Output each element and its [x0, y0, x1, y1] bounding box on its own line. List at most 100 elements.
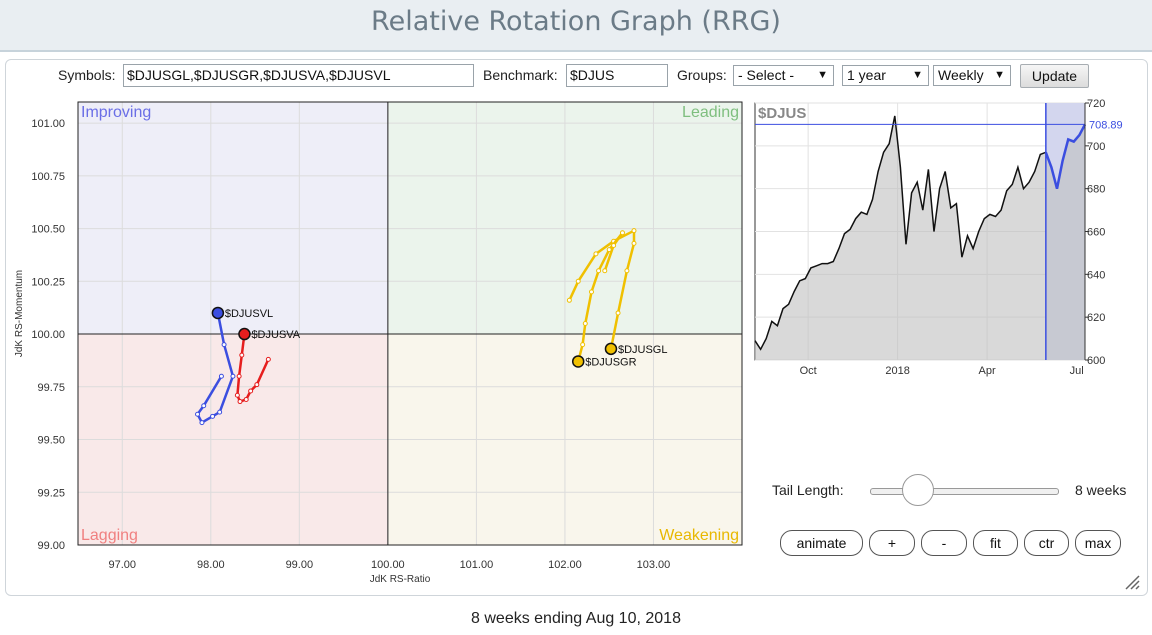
max-button[interactable]: max — [1075, 530, 1121, 556]
footer-caption: 8 weeks ending Aug 10, 2018 — [471, 610, 681, 627]
series-tail-point — [236, 373, 242, 379]
benchmark-price-line — [754, 115, 1047, 351]
tail-length-slider-handle[interactable] — [902, 474, 934, 506]
title-bar: Relative Rotation Graph (RRG) — [0, 0, 1152, 52]
chevron-down-icon: ▼ — [912, 69, 923, 81]
groups-select-value: - Select - — [738, 67, 795, 83]
fit-button[interactable]: fit — [973, 530, 1018, 556]
series-label: $DJUSGR — [585, 356, 636, 368]
series-tail-point — [199, 420, 205, 426]
period-select-value: 1 year — [847, 67, 886, 83]
quadrant-improving — [78, 102, 388, 335]
benchmark-input[interactable]: $DJUS — [566, 64, 668, 87]
y-tick-label: 100.00 — [31, 329, 65, 341]
symbols-input[interactable]: $DJUSGL,$DJUSGR,$DJUSVA,$DJUSVL — [123, 64, 474, 87]
series-tail-point — [624, 268, 630, 274]
quadrant-label-improving: Improving — [81, 104, 151, 121]
plot-border — [77, 101, 743, 546]
series-tail-point — [201, 403, 207, 409]
zoom-in-button[interactable]: + — [869, 530, 915, 556]
groups-select[interactable]: - Select - ▼ — [733, 65, 834, 86]
benchmark-area-fill — [755, 115, 1085, 361]
benchmark-y-tick-label: 600 — [1087, 355, 1105, 367]
y-tick-label: 100.50 — [31, 224, 65, 236]
zoom-out-button[interactable]: - — [921, 530, 967, 556]
groups-label: Groups: — [677, 67, 727, 83]
center-button[interactable]: ctr — [1024, 530, 1069, 556]
benchmark-title: $DJUS — [758, 105, 806, 122]
benchmark-y-tick-label: 620 — [1087, 312, 1105, 324]
series-tail-point — [248, 388, 254, 394]
x-tick-label: 98.00 — [197, 559, 225, 571]
chevron-down-icon: ▼ — [817, 69, 828, 81]
tail-length-label: Tail Length: — [772, 482, 844, 498]
benchmark-x-tick-label: 2018 — [885, 365, 909, 377]
benchmark-y-tick-label: 720 — [1087, 98, 1105, 110]
x-tick-label: 102.00 — [548, 559, 582, 571]
benchmark-y-tick-label: 700 — [1087, 141, 1105, 153]
benchmark-last-value: 708.89 — [1089, 119, 1123, 131]
quadrant-label-weakening: Weakening — [659, 527, 739, 544]
series-tail-point — [580, 342, 586, 348]
x-tick-label: 101.00 — [460, 559, 494, 571]
series-tail-point — [602, 268, 608, 274]
series-tail-point — [265, 356, 271, 362]
series-head-point — [571, 355, 585, 368]
benchmark-x-tick-label: Apr — [979, 365, 996, 377]
benchmark-y-tick-label: 640 — [1087, 269, 1105, 281]
y-tick-label: 101.00 — [31, 118, 65, 130]
y-axis-label: JdK RS-Momentum — [14, 270, 25, 357]
series-tail-point — [575, 278, 581, 284]
series-tail-point — [615, 310, 621, 316]
page-title: Relative Rotation Graph (RRG) — [371, 6, 781, 37]
benchmark-x-tick-label: Oct — [800, 365, 817, 377]
x-tick-label: 103.00 — [637, 559, 671, 571]
tail-length-slider[interactable] — [870, 488, 1059, 495]
series-tail-point — [619, 230, 625, 236]
y-tick-label: 99.50 — [37, 435, 65, 447]
series-label: $DJUSVA — [251, 329, 300, 341]
series-tail-point — [631, 240, 637, 246]
benchmark-y-tick-label: 680 — [1087, 184, 1105, 196]
series-tail-point — [254, 382, 260, 388]
benchmark-tail-line — [1044, 123, 1087, 190]
series-tail-point — [239, 352, 245, 358]
x-tick-label: 99.00 — [286, 559, 314, 571]
x-tick-label: 100.00 — [371, 559, 405, 571]
series-tail-point — [582, 321, 588, 326]
resize-handle-icon[interactable] — [1124, 574, 1140, 590]
period-select[interactable]: 1 year ▼ — [842, 65, 929, 86]
x-tick-label: 97.00 — [109, 559, 137, 571]
animate-button[interactable]: animate — [780, 530, 863, 556]
series-tail-point — [596, 268, 602, 274]
frequency-select[interactable]: Weekly ▼ — [933, 65, 1011, 86]
y-tick-label: 99.25 — [37, 487, 65, 499]
series-tail-point — [237, 399, 243, 405]
series-head-point — [604, 342, 618, 356]
series-tail-point — [588, 289, 594, 295]
series-tail-point — [243, 396, 249, 402]
benchmark-label: Benchmark: — [483, 67, 558, 83]
y-tick-label: 100.25 — [31, 276, 65, 288]
y-tick-label: 100.75 — [31, 171, 65, 183]
series-tail-point — [195, 411, 201, 417]
x-axis-label: JdK RS-Ratio — [370, 574, 431, 585]
benchmark-y-tick-label: 660 — [1087, 227, 1105, 239]
series-tail-point — [210, 413, 216, 419]
series-tail-point — [606, 247, 612, 253]
symbols-label: Symbols: — [58, 67, 116, 83]
quadrant-label-leading: Leading — [682, 104, 739, 121]
benchmark-x-tick-label: Jul — [1070, 365, 1084, 377]
series-label: $DJUSGL — [618, 344, 668, 356]
y-tick-label: 99.00 — [37, 540, 65, 552]
frequency-select-value: Weekly — [938, 67, 984, 83]
series-tail-point — [593, 251, 599, 257]
series-tail-point — [230, 373, 236, 379]
series-tail-point — [217, 409, 223, 415]
update-button[interactable]: Update — [1020, 64, 1089, 88]
tail-length-value: 8 weeks — [1075, 482, 1127, 498]
quadrant-label-lagging: Lagging — [81, 527, 138, 544]
series-tail-point — [221, 342, 227, 348]
